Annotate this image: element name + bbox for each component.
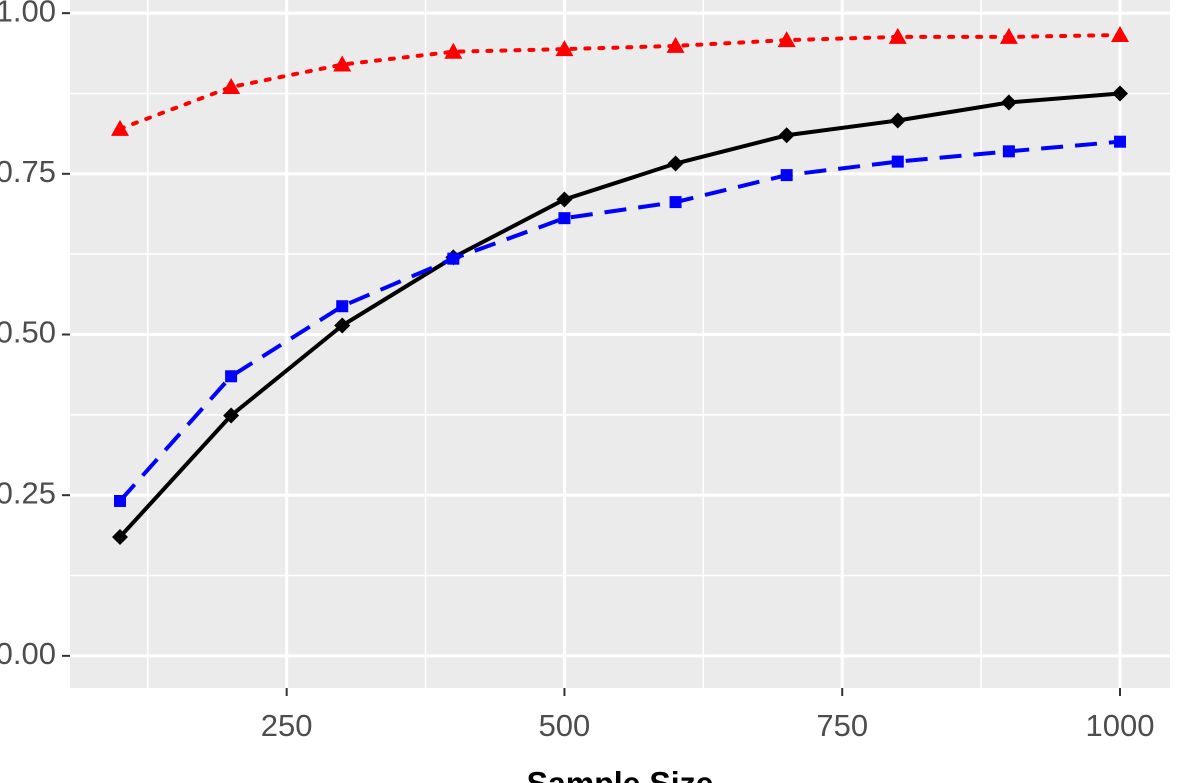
marker	[889, 112, 906, 129]
marker	[112, 528, 128, 545]
series-line	[118, 91, 1121, 539]
marker	[447, 252, 460, 265]
marker	[666, 36, 685, 53]
marker	[778, 127, 795, 144]
marker	[888, 27, 907, 44]
marker	[334, 317, 351, 334]
marker	[667, 155, 684, 172]
marker	[1114, 135, 1126, 148]
marker	[777, 31, 796, 48]
marker	[114, 494, 126, 507]
x-tick-label: 1000	[1086, 708, 1155, 743]
marker	[333, 55, 352, 72]
marker	[669, 196, 682, 209]
marker	[336, 300, 349, 313]
x-tick-label: 500	[539, 708, 591, 743]
y-tick-label: 1.00	[0, 0, 56, 28]
x-tick-label: 250	[261, 708, 313, 743]
x-axis-title: Sample Size	[527, 765, 714, 783]
marker	[1002, 145, 1015, 158]
marker	[556, 191, 573, 208]
marker	[555, 40, 574, 57]
y-tick-label: 0.75	[0, 154, 56, 189]
marker	[1112, 85, 1128, 102]
marker	[780, 169, 793, 182]
marker	[1111, 25, 1129, 42]
marker	[223, 407, 240, 424]
marker	[999, 27, 1018, 44]
series-line	[118, 32, 1122, 131]
panel	[70, 0, 1170, 688]
y-tick-label: 0.25	[0, 475, 56, 510]
marker	[891, 155, 904, 168]
x-tick-label: 750	[816, 708, 868, 743]
series-line	[118, 139, 1121, 503]
marker	[558, 212, 571, 225]
y-tick-label: 0.50	[0, 315, 56, 350]
marker	[222, 78, 241, 95]
marker	[111, 119, 129, 136]
marker	[1000, 94, 1017, 111]
marker	[225, 370, 238, 383]
y-tick-label: 0.00	[0, 636, 56, 671]
marker	[444, 42, 463, 59]
